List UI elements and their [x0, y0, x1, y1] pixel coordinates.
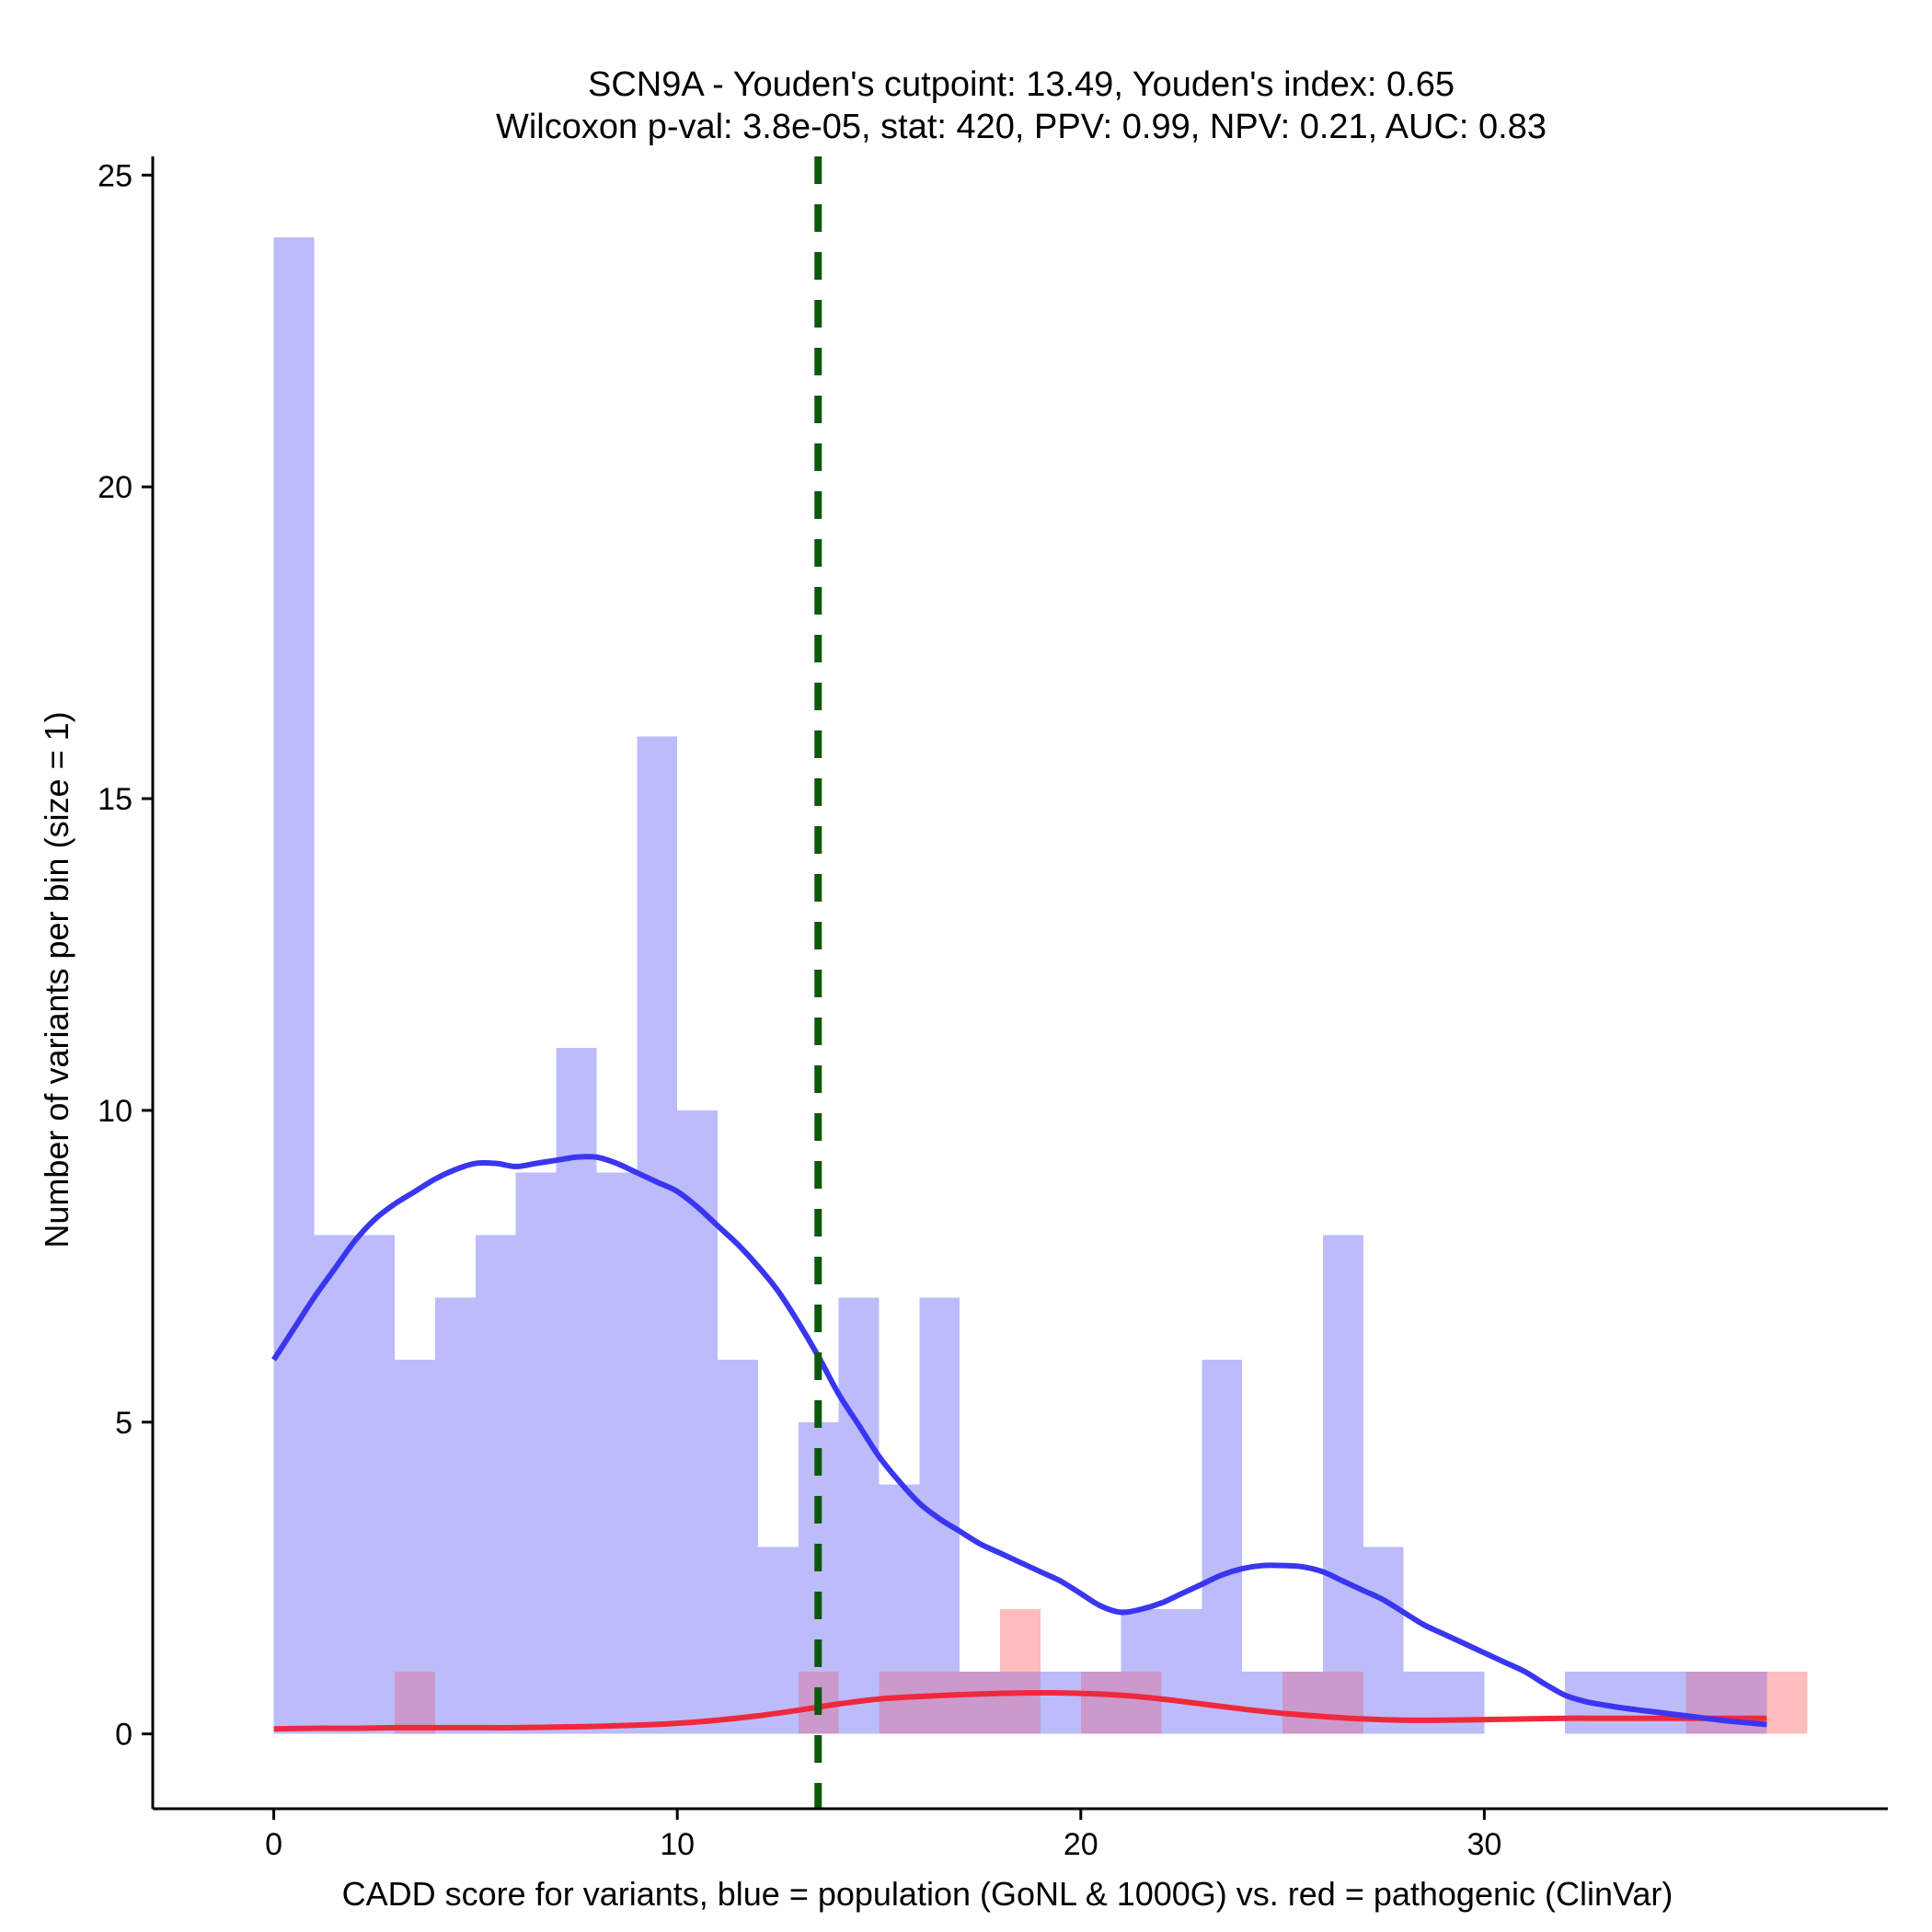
population-bar — [757, 1547, 799, 1734]
y-tick-label: 20 — [98, 470, 132, 505]
population-bar — [1363, 1547, 1404, 1734]
population-bar — [1242, 1671, 1283, 1734]
population-bar — [475, 1235, 516, 1734]
population-bar — [354, 1235, 396, 1734]
x-tick-label: 10 — [660, 1827, 695, 1862]
overlap-bar — [1000, 1671, 1041, 1734]
x-tick-label: 0 — [265, 1827, 282, 1862]
overlap-bar — [1121, 1671, 1162, 1734]
x-axis-label: CADD score for variants, blue = populati… — [342, 1875, 1673, 1913]
population-bar — [596, 1172, 638, 1734]
y-tick-label: 15 — [98, 782, 132, 817]
population-bar — [637, 736, 678, 1734]
y-tick-label: 25 — [98, 158, 132, 193]
pathogenic-bar — [1766, 1671, 1808, 1734]
population-bar — [1403, 1671, 1444, 1734]
chart-title-line-2: Wilcoxon p-val: 3.8e-05, stat: 420, PPV:… — [496, 108, 1547, 146]
population-bar — [718, 1360, 758, 1734]
density-lines — [271, 1154, 1767, 1732]
population-bar — [1604, 1671, 1646, 1734]
overlap-bar — [395, 1671, 436, 1734]
overlap-bar — [960, 1671, 1001, 1734]
population-bar — [1040, 1671, 1081, 1734]
population-bar — [1645, 1671, 1686, 1734]
x-tick-label: 20 — [1064, 1827, 1098, 1862]
overlap-bar — [1685, 1671, 1727, 1734]
axes — [151, 156, 1888, 1811]
overlap-bar — [1080, 1671, 1121, 1734]
population-bar — [677, 1110, 719, 1734]
chart-title-line-1: SCN9A - Youden's cutpoint: 13.49, Youden… — [588, 65, 1455, 104]
population-bar — [515, 1172, 557, 1734]
population-bar — [314, 1235, 355, 1734]
overlap-bar — [879, 1671, 920, 1734]
population-bar — [435, 1297, 476, 1734]
pathogenic-density-line — [273, 1689, 1767, 1732]
y-tick-label: 0 — [115, 1718, 132, 1753]
population-bar — [838, 1297, 880, 1734]
overlap-bar — [919, 1671, 960, 1734]
overlap-bar — [1282, 1671, 1323, 1734]
population-bar — [273, 237, 315, 1734]
x-tick-label: 30 — [1466, 1827, 1501, 1862]
population-density-line — [271, 1154, 1767, 1728]
population-bars — [273, 237, 1767, 1734]
population-bar — [1443, 1671, 1485, 1734]
y-axis-ticks: 0 5 10 15 20 25 — [98, 158, 153, 1753]
x-axis-ticks: 0 10 20 30 — [265, 1809, 1501, 1862]
overlap-bar — [1322, 1671, 1363, 1734]
y-tick-label: 5 — [115, 1406, 132, 1441]
population-bar — [1322, 1235, 1363, 1734]
population-bar — [1202, 1360, 1243, 1734]
population-bar — [1161, 1609, 1202, 1734]
population-bar — [556, 1048, 597, 1734]
y-axis-label: Number of variants per bin (size = 1) — [38, 711, 75, 1248]
pathogenic-bar — [1000, 1609, 1041, 1672]
y-tick-label: 10 — [98, 1094, 132, 1129]
